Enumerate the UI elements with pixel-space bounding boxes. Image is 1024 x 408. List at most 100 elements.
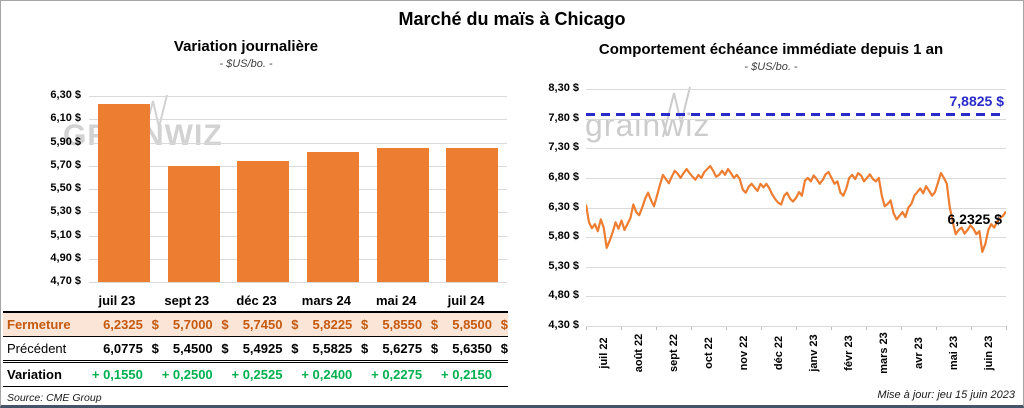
gridline [586,207,1006,209]
y-tick-label: 7,30 $ [548,141,579,154]
price-table: juil 23 sept 23 déc 23 mars 24 mai 24 juil 24… [3,290,508,387]
x-tick [1006,326,1007,330]
y-tick-label: 5,10 $ [50,228,81,241]
x-tick [586,326,587,330]
column-header: mai 24 [368,290,439,313]
x-tick-label: mai 23 [947,335,960,371]
y-tick-label: 8,30 $ [548,82,579,94]
update-note: Mise à jour: jeu 15 juin 2023 [877,389,1015,401]
column-header: juil 23 [89,290,159,313]
right-line-chart: 7,8825 $ 6,2325 $ [586,89,1006,327]
table-cell: + 0,2400 [301,367,353,382]
x-tick-label: avr 23 [912,337,925,369]
left-chart-subtitle: - $US/bo. - [219,58,273,70]
column-header: mars 24 [298,290,369,313]
gridline [586,89,1006,90]
x-tick-label: janv 23 [807,334,820,372]
bar-mai-24 [376,147,429,282]
gridline [89,96,507,97]
gridline [89,119,507,121]
row-label: Variation [7,367,62,382]
table-cell: 5,4925 $ [242,341,299,356]
x-tick-label: mars 23 [877,332,890,374]
x-tick [901,326,902,330]
bar-mars-24 [306,151,359,282]
table-cell: + 0,2150 [441,367,492,382]
y-tick-label: 5,70 $ [50,158,81,171]
y-tick-label: 6,10 $ [50,112,81,125]
gridline [89,165,507,167]
contract-high-label: 7,8825 $ [949,92,1005,109]
y-tick-label: 6,30 $ [50,89,81,101]
bar-juil-24 [446,148,499,282]
left-chart-title: Variation journalière [173,38,319,55]
x-tick [726,326,727,330]
y-tick-label: 6,80 $ [548,170,579,183]
right-chart-subtitle: - $US/bo. - [744,61,798,73]
table-cell: 6,0775 $ [103,341,159,356]
y-tick-label: 4,70 $ [50,275,81,287]
y-tick-label: 5,30 $ [548,259,579,272]
x-tick-label: oct 22 [702,337,715,369]
bar-sept-23 [167,165,220,282]
gridline [586,118,1006,120]
x-tick-label: août 22 [632,333,645,373]
page-title: Marché du maïs à Chicago [398,9,626,29]
x-tick [796,326,797,330]
x-tick-label: févr 23 [842,335,855,371]
last-price-label: 6,2325 $ [947,210,1003,227]
table-cell: + 0,2500 [161,367,213,382]
table-header-row: juil 23 sept 23 déc 23 mars 24 mai 24 juil 24 [3,290,508,313]
gridline [89,212,507,214]
table-cell: 5,8550 $ [382,317,439,332]
x-tick-label: sept 22 [667,334,680,372]
table-cell: + 0,1550 [91,367,143,382]
row-label: Fermeture [7,317,71,332]
y-tick-label: 7,80 $ [548,111,579,124]
gridline [89,142,507,144]
gridline [586,237,1006,239]
table-cell: 5,7000 $ [172,317,229,332]
gridline [89,282,507,283]
x-tick [656,326,657,330]
y-tick-label: 5,30 $ [50,205,81,218]
bar-juil-23 [97,103,150,282]
x-tick [936,326,937,330]
left-bar-chart [89,96,507,283]
gridline [89,189,507,190]
table-cell: 5,8225 $ [312,317,369,332]
row-label: Précédent [7,341,67,356]
x-tick [971,326,972,330]
contract-high-dashed-line [586,112,1006,116]
table-cell: 6,2325 $ [103,317,159,332]
gridline [586,177,1006,179]
gridline [89,235,507,237]
x-tick-label: juin 23 [982,335,995,371]
table-cell: 5,8500 $ [452,317,508,332]
column-header: déc 23 [228,290,299,313]
y-tick-label: 4,80 $ [548,289,579,302]
table-row-variation: Variation + 0,1550 + 0,2500 + 0,2525 + 0,240… [3,362,508,387]
price-line-series [586,164,1006,253]
x-tick [866,326,867,330]
gridline [586,148,1006,150]
y-tick-label: 4,30 $ [548,319,579,331]
table-cell: 5,5825 $ [312,341,369,356]
y-tick-label: 4,90 $ [50,251,81,264]
table-row-precedent: Précédent 6,0775 $ 5,4500 $ 5,4925 $ 5,5825 $ 5,6… [3,337,508,362]
table-cell: + 0,2525 [231,367,283,382]
gridline [89,258,507,260]
table-cell: 5,6275 $ [382,341,439,356]
gridline [586,326,1006,327]
column-header: juil 24 [438,290,508,313]
x-tick-label: nov 22 [737,335,750,371]
y-tick-label: 6,30 $ [548,200,579,213]
x-tick [691,326,692,330]
column-header: sept 23 [158,290,229,313]
x-tick-label: juil 22 [597,337,610,369]
table-cell: 5,7450 $ [242,317,299,332]
x-tick [761,326,762,330]
right-chart-title: Comportement échéance immédiate depuis 1… [598,41,944,58]
y-tick-label: 5,80 $ [548,230,579,243]
